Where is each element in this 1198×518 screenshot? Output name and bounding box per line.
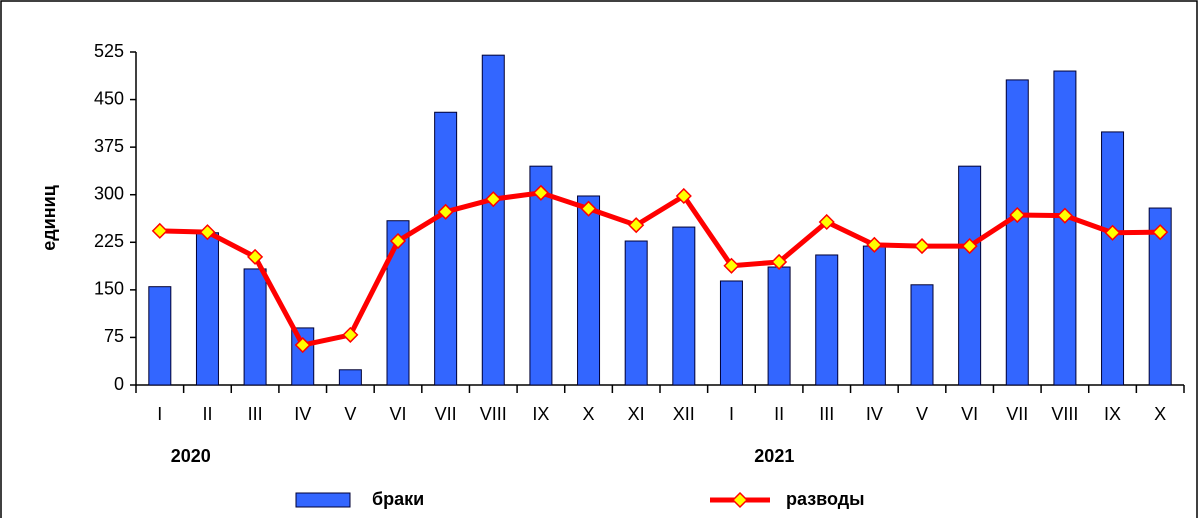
x-tick-label: VI bbox=[389, 404, 406, 424]
x-tick-label: I bbox=[729, 404, 734, 424]
line-marker bbox=[675, 187, 692, 205]
x-tick-label: VII bbox=[1006, 404, 1028, 424]
bar bbox=[1005, 79, 1029, 386]
x-tick-label: I bbox=[157, 404, 162, 424]
y-tick-label: 0 bbox=[114, 374, 124, 394]
line-marker bbox=[199, 224, 216, 241]
x-tick-label: III bbox=[248, 404, 263, 424]
y-tick-label: 375 bbox=[94, 136, 124, 156]
x-tick-label: II bbox=[202, 404, 212, 424]
x-tick-label: XI bbox=[628, 404, 645, 424]
line-marker bbox=[818, 213, 835, 231]
legend-swatch bbox=[295, 492, 351, 508]
x-tick-label: IX bbox=[532, 404, 549, 424]
bar bbox=[624, 240, 648, 386]
bar bbox=[1148, 207, 1172, 386]
line-marker bbox=[866, 236, 883, 253]
legend-label: браки bbox=[372, 489, 424, 509]
legend-label: разводы bbox=[786, 489, 865, 509]
year-label: 2021 bbox=[754, 446, 794, 466]
bar bbox=[195, 232, 219, 386]
line-marker bbox=[580, 200, 597, 217]
line-marker bbox=[532, 184, 549, 201]
bar bbox=[672, 226, 696, 386]
line-marker bbox=[1009, 206, 1026, 224]
y-tick-label: 525 bbox=[94, 41, 124, 61]
bar bbox=[577, 195, 601, 386]
bar bbox=[815, 254, 839, 386]
y-tick-label: 450 bbox=[94, 88, 124, 108]
line-marker bbox=[437, 203, 454, 220]
bar bbox=[1101, 131, 1125, 386]
x-tick-label: VI bbox=[961, 404, 978, 424]
line-marker bbox=[961, 238, 978, 255]
y-tick-label: 300 bbox=[94, 183, 124, 203]
line-marker bbox=[485, 191, 502, 208]
bar bbox=[719, 280, 743, 386]
bar bbox=[291, 327, 315, 386]
bar bbox=[434, 111, 458, 386]
x-tick-label: V bbox=[916, 404, 928, 424]
bar bbox=[386, 220, 410, 386]
line-marker bbox=[294, 336, 311, 354]
bar bbox=[910, 284, 934, 386]
x-tick-label: III bbox=[819, 404, 834, 424]
x-tick-label: IV bbox=[866, 404, 883, 424]
line bbox=[159, 190, 1161, 348]
x-tick-label: IV bbox=[294, 404, 311, 424]
bar bbox=[958, 165, 982, 386]
line-marker bbox=[1104, 224, 1121, 241]
x-tick-label: X bbox=[583, 404, 595, 424]
line-marker bbox=[628, 217, 645, 234]
bar bbox=[1053, 70, 1077, 386]
line-marker bbox=[247, 248, 264, 265]
x-tick-label: V bbox=[344, 404, 356, 424]
line-marker bbox=[342, 326, 359, 343]
bar bbox=[148, 286, 172, 386]
bar bbox=[338, 369, 362, 386]
line-marker bbox=[771, 253, 788, 271]
x-tick-label: VII bbox=[435, 404, 457, 424]
bar bbox=[862, 245, 886, 386]
bar bbox=[529, 165, 553, 386]
y-axis-label: единиц bbox=[39, 185, 59, 251]
bar bbox=[767, 266, 791, 386]
year-label: 2020 bbox=[171, 446, 211, 466]
x-tick-label: X bbox=[1154, 404, 1166, 424]
x-tick-label: II bbox=[774, 404, 784, 424]
x-tick-label: IX bbox=[1104, 404, 1121, 424]
legend-marker bbox=[731, 491, 749, 509]
line-marker bbox=[913, 238, 931, 255]
y-tick-label: 225 bbox=[94, 231, 124, 251]
bar bbox=[481, 54, 505, 386]
line-marker bbox=[1152, 224, 1169, 241]
x-tick-label: VIII bbox=[480, 404, 507, 424]
y-tick-label: 150 bbox=[94, 279, 124, 299]
x-tick-label: VIII bbox=[1051, 404, 1078, 424]
line-marker bbox=[723, 257, 740, 274]
x-tick-label: XII bbox=[673, 404, 695, 424]
line-marker bbox=[1056, 207, 1073, 224]
line-marker bbox=[389, 232, 407, 250]
line-marker bbox=[151, 222, 168, 239]
bar bbox=[243, 268, 267, 386]
y-tick-label: 75 bbox=[104, 326, 124, 346]
